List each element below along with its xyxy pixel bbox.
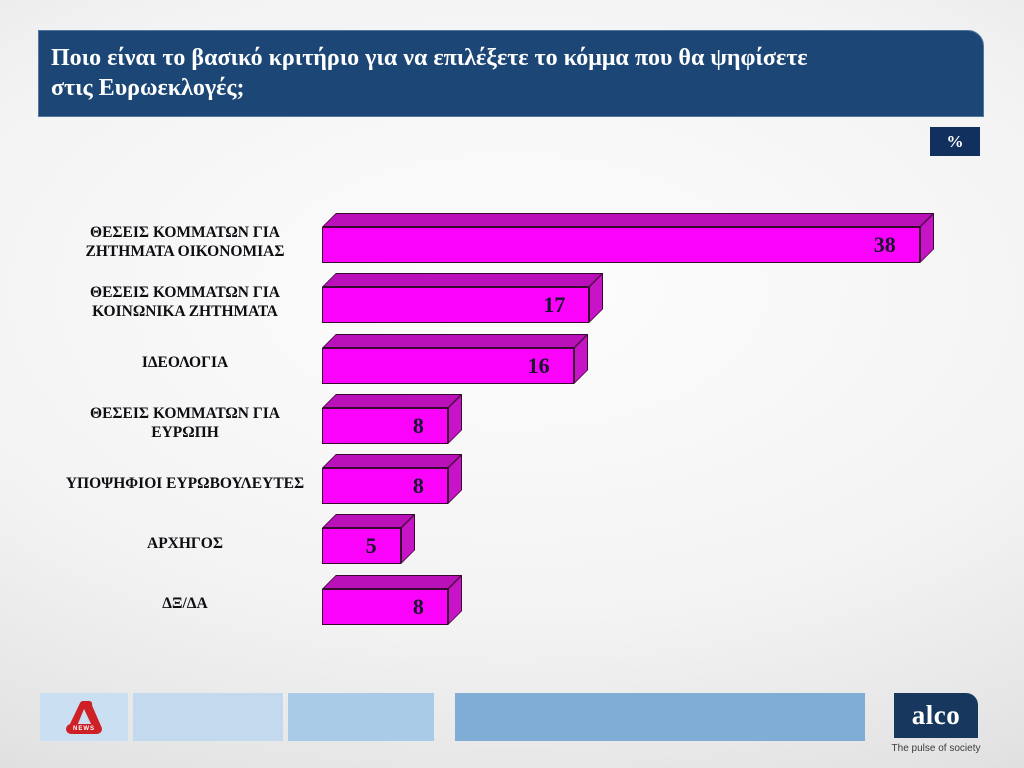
bar-value: 38: [873, 232, 896, 257]
slide-title: Ποιο είναι το βασικό κριτήριο για να επι…: [38, 30, 984, 117]
bar-row: ΘΕΣΕΙΣ ΚΟΜΜΑΤΩΝ ΓΙΑ ΖΗΤΗΜΑΤΑ ΟΙΚΟΝΟΜΙΑΣ 3…: [60, 213, 990, 263]
bar-value: 8: [412, 593, 424, 619]
bar-label: ΔΞ/ΔΑ: [162, 595, 208, 613]
bar-label: ΑΡΧΗΓΟΣ: [147, 535, 223, 553]
bar-label: ΘΕΣΕΙΣ ΚΟΜΜΑΤΩΝ ΓΙΑ ΕΥΡΩΠΗ: [90, 404, 280, 441]
alco-logo-text: alco: [911, 700, 961, 730]
bar-top-face: [322, 273, 604, 288]
bar-top-face: [322, 454, 462, 469]
bar-3d: 8: [322, 393, 990, 444]
footer-tile-alpha: NEWS: [40, 693, 128, 741]
bar-front-face: [322, 227, 920, 263]
bar-value: 17: [543, 292, 566, 318]
bar-label: ΘΕΣΕΙΣ ΚΟΜΜΑΤΩΝ ΓΙΑ ΚΟΙΝΩΝΙΚΑ ΖΗΤΗΜΑΤΑ: [90, 284, 280, 321]
bar-front-face: [322, 347, 574, 384]
alpha-news-logo: NEWS: [66, 700, 102, 734]
bar-3d: 8: [322, 454, 990, 505]
bar-front-face: [322, 407, 448, 444]
bar-top-face: [322, 574, 462, 589]
bar-label: ΥΠΟΨΗΦΙΟΙ ΕΥΡΩΒΟΥΛΕΥΤΕΣ: [65, 474, 305, 492]
footer-tile-3: [288, 693, 434, 741]
alpha-a-icon: [69, 700, 101, 726]
bar-3d: 38: [322, 213, 990, 263]
bar-front-face: [322, 588, 448, 625]
footer-tile-2: [133, 693, 283, 741]
footer-tile-4: [455, 693, 865, 741]
bar-row: ΥΠΟΨΗΦΙΟΙ ΕΥΡΩΒΟΥΛΕΥΤΕΣ 8: [60, 454, 990, 505]
percent-unit-badge: %: [930, 127, 980, 156]
bar-3d: 16: [322, 333, 990, 384]
bar-3d: 8: [322, 574, 990, 625]
slide-title-line1: Ποιο είναι το βασικό κριτήριο για να επι…: [51, 45, 808, 71]
bar-row: ΘΕΣΕΙΣ ΚΟΜΜΑΤΩΝ ΓΙΑ ΚΟΙΝΩΝΙΚΑ ΖΗΤΗΜΑΤΑ 17: [60, 273, 990, 324]
bar-chart: ΘΕΣΕΙΣ ΚΟΜΜΑΤΩΝ ΓΙΑ ΖΗΤΗΜΑΤΑ ΟΙΚΟΝΟΜΙΑΣ 3…: [60, 213, 990, 625]
bar-value: 8: [412, 412, 424, 438]
bar-front-face: [322, 287, 590, 324]
bar-row: ΔΞ/ΔΑ 8: [60, 574, 990, 625]
percent-unit-label: %: [946, 131, 964, 151]
alpha-news-label: NEWS: [66, 724, 102, 734]
bar-front-face: [322, 468, 448, 505]
bar-top-face: [322, 333, 588, 348]
bar-3d: 17: [322, 273, 990, 324]
slide-title-line2: στις Ευρωεκλογές;: [51, 75, 245, 101]
bar-label: ΙΔΕΟΛΟΓΙΑ: [141, 354, 229, 372]
alco-logo: alco: [894, 693, 978, 738]
bar-value: 5: [365, 533, 377, 559]
bar-label: ΘΕΣΕΙΣ ΚΟΜΜΑΤΩΝ ΓΙΑ ΖΗΤΗΜΑΤΑ ΟΙΚΟΝΟΜΙΑΣ: [85, 224, 285, 260]
bar-value: 8: [412, 473, 424, 499]
bar-top-face: [322, 393, 462, 408]
bar-value: 16: [527, 352, 550, 378]
bar-front-face: [322, 528, 401, 565]
bar-3d: 5: [322, 514, 990, 565]
bar-row: ΘΕΣΕΙΣ ΚΟΜΜΑΤΩΝ ΓΙΑ ΕΥΡΩΠΗ 8: [60, 393, 990, 444]
bar-top-face: [322, 213, 934, 227]
alco-tagline: The pulse of society: [891, 743, 981, 754]
bar-row: ΑΡΧΗΓΟΣ 5: [60, 514, 990, 565]
bar-row: ΙΔΕΟΛΟΓΙΑ 16: [60, 333, 990, 384]
